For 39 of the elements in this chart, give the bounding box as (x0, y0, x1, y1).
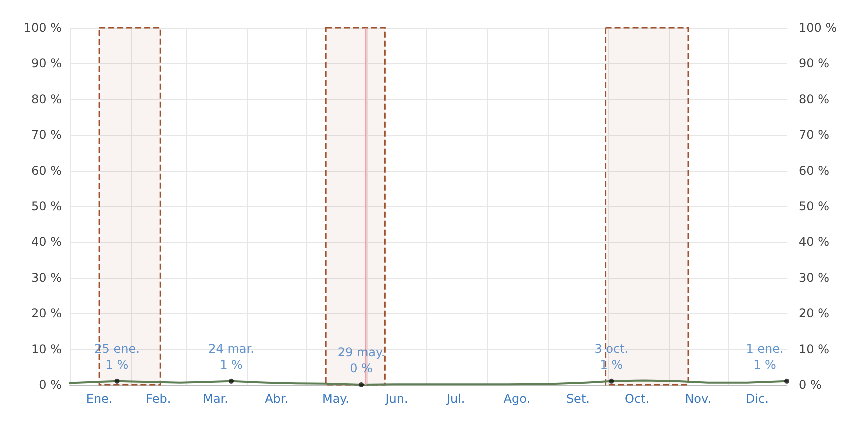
y2-tick-label: 90 % (799, 56, 830, 71)
y2-tick-label: 80 % (799, 92, 830, 106)
y2-tick-label: 70 % (799, 128, 830, 142)
annotation: 25 ene. 1 % (94, 342, 140, 372)
y2-tick-label: 30 % (799, 270, 830, 285)
y-tick-label: 0 % (39, 378, 62, 392)
y-tick-label: 50 % (32, 200, 62, 214)
annotation: 1 ene. 1 % (746, 342, 784, 372)
x-tick-label: Oct. (625, 392, 650, 406)
annotation: 24 mar. 1 % (208, 342, 254, 372)
y2-tick-label: 100 % (799, 21, 838, 35)
y2-tick-label: 50 % (799, 200, 830, 214)
y-tick-label: 60 % (32, 164, 62, 178)
y-tick-label: 100 % (24, 21, 62, 35)
x-tick-label: Jul. (446, 392, 466, 406)
y-tick-label: 20 % (32, 306, 62, 321)
annotation: 3 oct. 1 % (594, 342, 629, 372)
y2-tick-label: 40 % (799, 235, 830, 250)
y-tick-label: 10 % (32, 342, 62, 356)
x-tick-label: Ago. (504, 392, 531, 406)
x-tick-label: Jun. (384, 392, 408, 406)
y-tick-label: 40 % (32, 235, 62, 250)
y-tick-label: 90 % (32, 56, 62, 71)
x-tick-label: Nov. (685, 392, 712, 406)
x-tick-label: Ene. (86, 392, 113, 406)
y2-tick-label: 60 % (799, 164, 830, 178)
x-tick-label: Set. (566, 392, 590, 406)
y2-tick-label: 10 % (799, 342, 830, 356)
y-tick-label: 30 % (32, 270, 62, 285)
y2-tick-label: 20 % (799, 306, 830, 321)
x-tick-label: Feb. (146, 392, 172, 406)
y2-tick-label: 0 % (799, 378, 822, 392)
y-tick-label: 70 % (32, 128, 62, 142)
x-tick-label: May. (322, 392, 350, 406)
x-tick-label: Mar. (203, 392, 228, 406)
x-tick-label: Abr. (265, 392, 289, 406)
annotation: 29 may. 0 % (338, 346, 386, 376)
y-tick-label: 80 % (32, 92, 62, 106)
x-tick-label: Dic. (746, 392, 769, 406)
